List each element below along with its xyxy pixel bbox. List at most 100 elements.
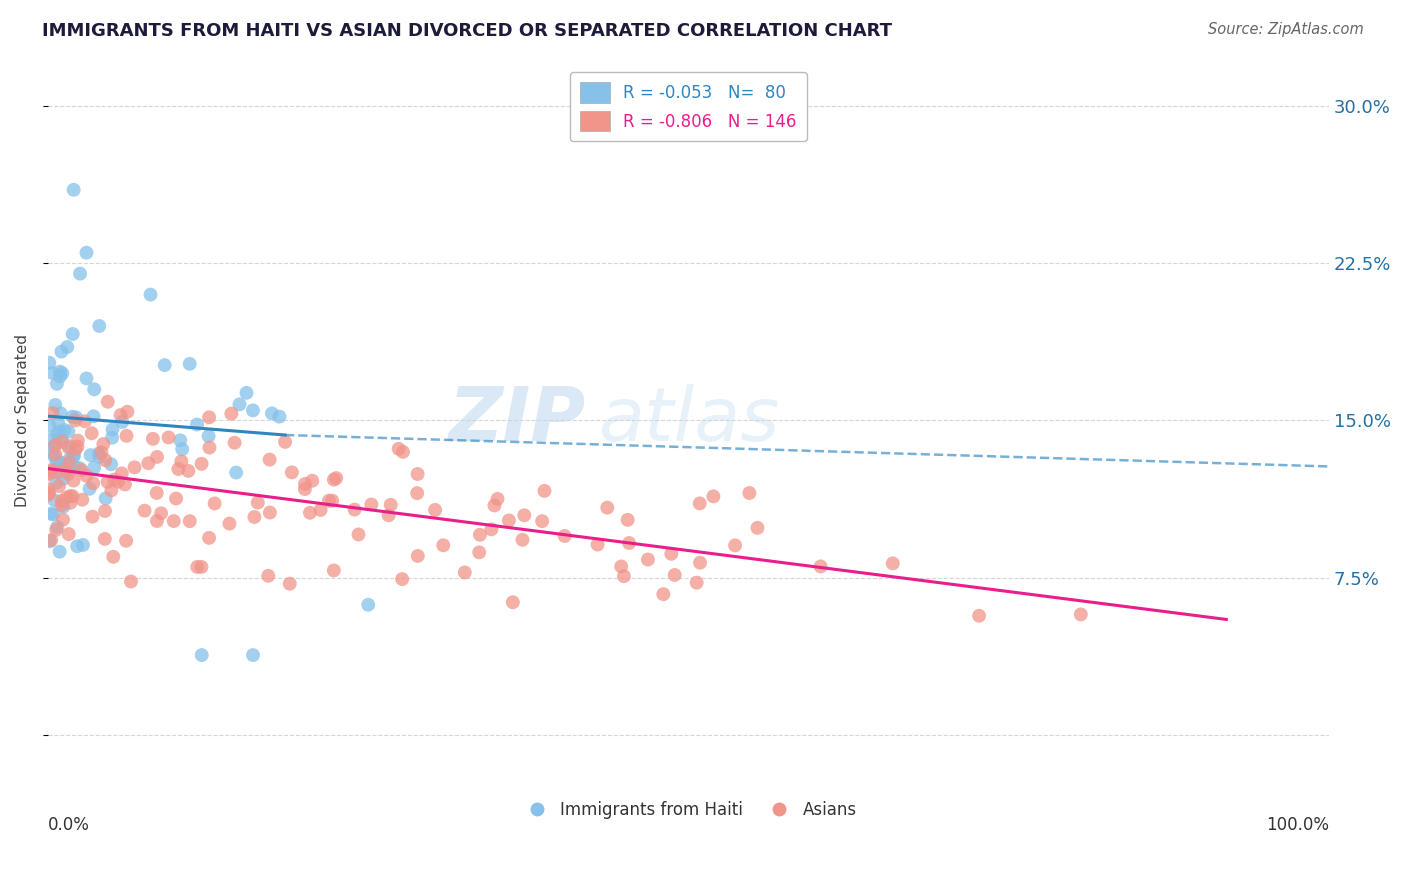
- Point: [115, 533, 138, 548]
- Point: [38, 486, 60, 500]
- Point: [484, 499, 506, 513]
- Point: [63, 459, 86, 474]
- Point: [58, 455, 80, 469]
- Point: [616, 513, 638, 527]
- Point: [58, 439, 80, 453]
- Point: [531, 514, 554, 528]
- Point: [97, 394, 120, 409]
- Point: [224, 435, 246, 450]
- Point: [48, 455, 70, 469]
- Point: [163, 514, 186, 528]
- Point: [55, 462, 77, 476]
- Point: [117, 405, 139, 419]
- Point: [55, 465, 77, 479]
- Point: [120, 574, 142, 589]
- Point: [360, 498, 382, 512]
- Point: [62, 326, 84, 341]
- Point: [79, 482, 101, 496]
- Point: [172, 442, 194, 457]
- Point: [318, 493, 340, 508]
- Point: [89, 450, 111, 464]
- Point: [52, 472, 75, 486]
- Point: [58, 527, 80, 541]
- Point: [76, 245, 98, 260]
- Point: [94, 504, 117, 518]
- Text: IMMIGRANTS FROM HAITI VS ASIAN DIVORCED OR SEPARATED CORRELATION CHART: IMMIGRANTS FROM HAITI VS ASIAN DIVORCED …: [42, 22, 893, 40]
- Point: [51, 434, 73, 449]
- Point: [124, 460, 146, 475]
- Text: 0.0%: 0.0%: [48, 816, 90, 834]
- Point: [391, 572, 413, 586]
- Point: [406, 486, 429, 500]
- Point: [377, 508, 399, 523]
- Point: [1070, 607, 1092, 622]
- Point: [689, 556, 711, 570]
- Point: [51, 499, 73, 513]
- Point: [87, 446, 110, 460]
- Point: [357, 598, 380, 612]
- Point: [702, 489, 724, 503]
- Point: [388, 442, 411, 456]
- Point: [294, 477, 316, 491]
- Point: [44, 438, 66, 452]
- Point: [101, 422, 124, 436]
- Point: [101, 431, 124, 445]
- Point: [49, 406, 72, 420]
- Point: [67, 461, 90, 475]
- Point: [82, 476, 104, 491]
- Point: [146, 514, 169, 528]
- Point: [66, 539, 89, 553]
- Point: [259, 506, 281, 520]
- Point: [139, 287, 162, 301]
- Point: [228, 397, 250, 411]
- Point: [72, 492, 94, 507]
- Point: [83, 409, 105, 424]
- Point: [41, 406, 63, 420]
- Point: [454, 566, 477, 580]
- Point: [45, 475, 67, 490]
- Point: [479, 522, 502, 536]
- Point: [59, 496, 82, 510]
- Point: [46, 427, 69, 442]
- Point: [110, 408, 132, 422]
- Point: [65, 413, 87, 427]
- Point: [100, 483, 122, 498]
- Point: [468, 545, 491, 559]
- Point: [274, 434, 297, 449]
- Point: [75, 468, 97, 483]
- Point: [294, 482, 316, 496]
- Point: [177, 464, 200, 478]
- Point: [347, 527, 370, 541]
- Point: [138, 456, 160, 470]
- Point: [278, 576, 301, 591]
- Point: [69, 267, 91, 281]
- Point: [44, 398, 66, 412]
- Point: [51, 344, 73, 359]
- Point: [41, 445, 63, 459]
- Point: [281, 466, 304, 480]
- Point: [44, 447, 66, 461]
- Point: [51, 367, 73, 381]
- Point: [533, 483, 555, 498]
- Point: [432, 538, 454, 552]
- Point: [89, 319, 111, 334]
- Point: [613, 569, 636, 583]
- Point: [242, 648, 264, 662]
- Point: [309, 503, 332, 517]
- Point: [637, 552, 659, 566]
- Point: [46, 416, 69, 430]
- Point: [59, 451, 82, 466]
- Point: [689, 496, 711, 510]
- Point: [198, 531, 221, 545]
- Point: [111, 467, 134, 481]
- Point: [610, 559, 633, 574]
- Point: [225, 466, 247, 480]
- Point: [146, 450, 169, 464]
- Point: [652, 587, 675, 601]
- Point: [167, 462, 190, 476]
- Point: [48, 544, 70, 558]
- Point: [115, 429, 138, 443]
- Point: [45, 466, 67, 480]
- Point: [37, 467, 59, 482]
- Point: [42, 440, 65, 454]
